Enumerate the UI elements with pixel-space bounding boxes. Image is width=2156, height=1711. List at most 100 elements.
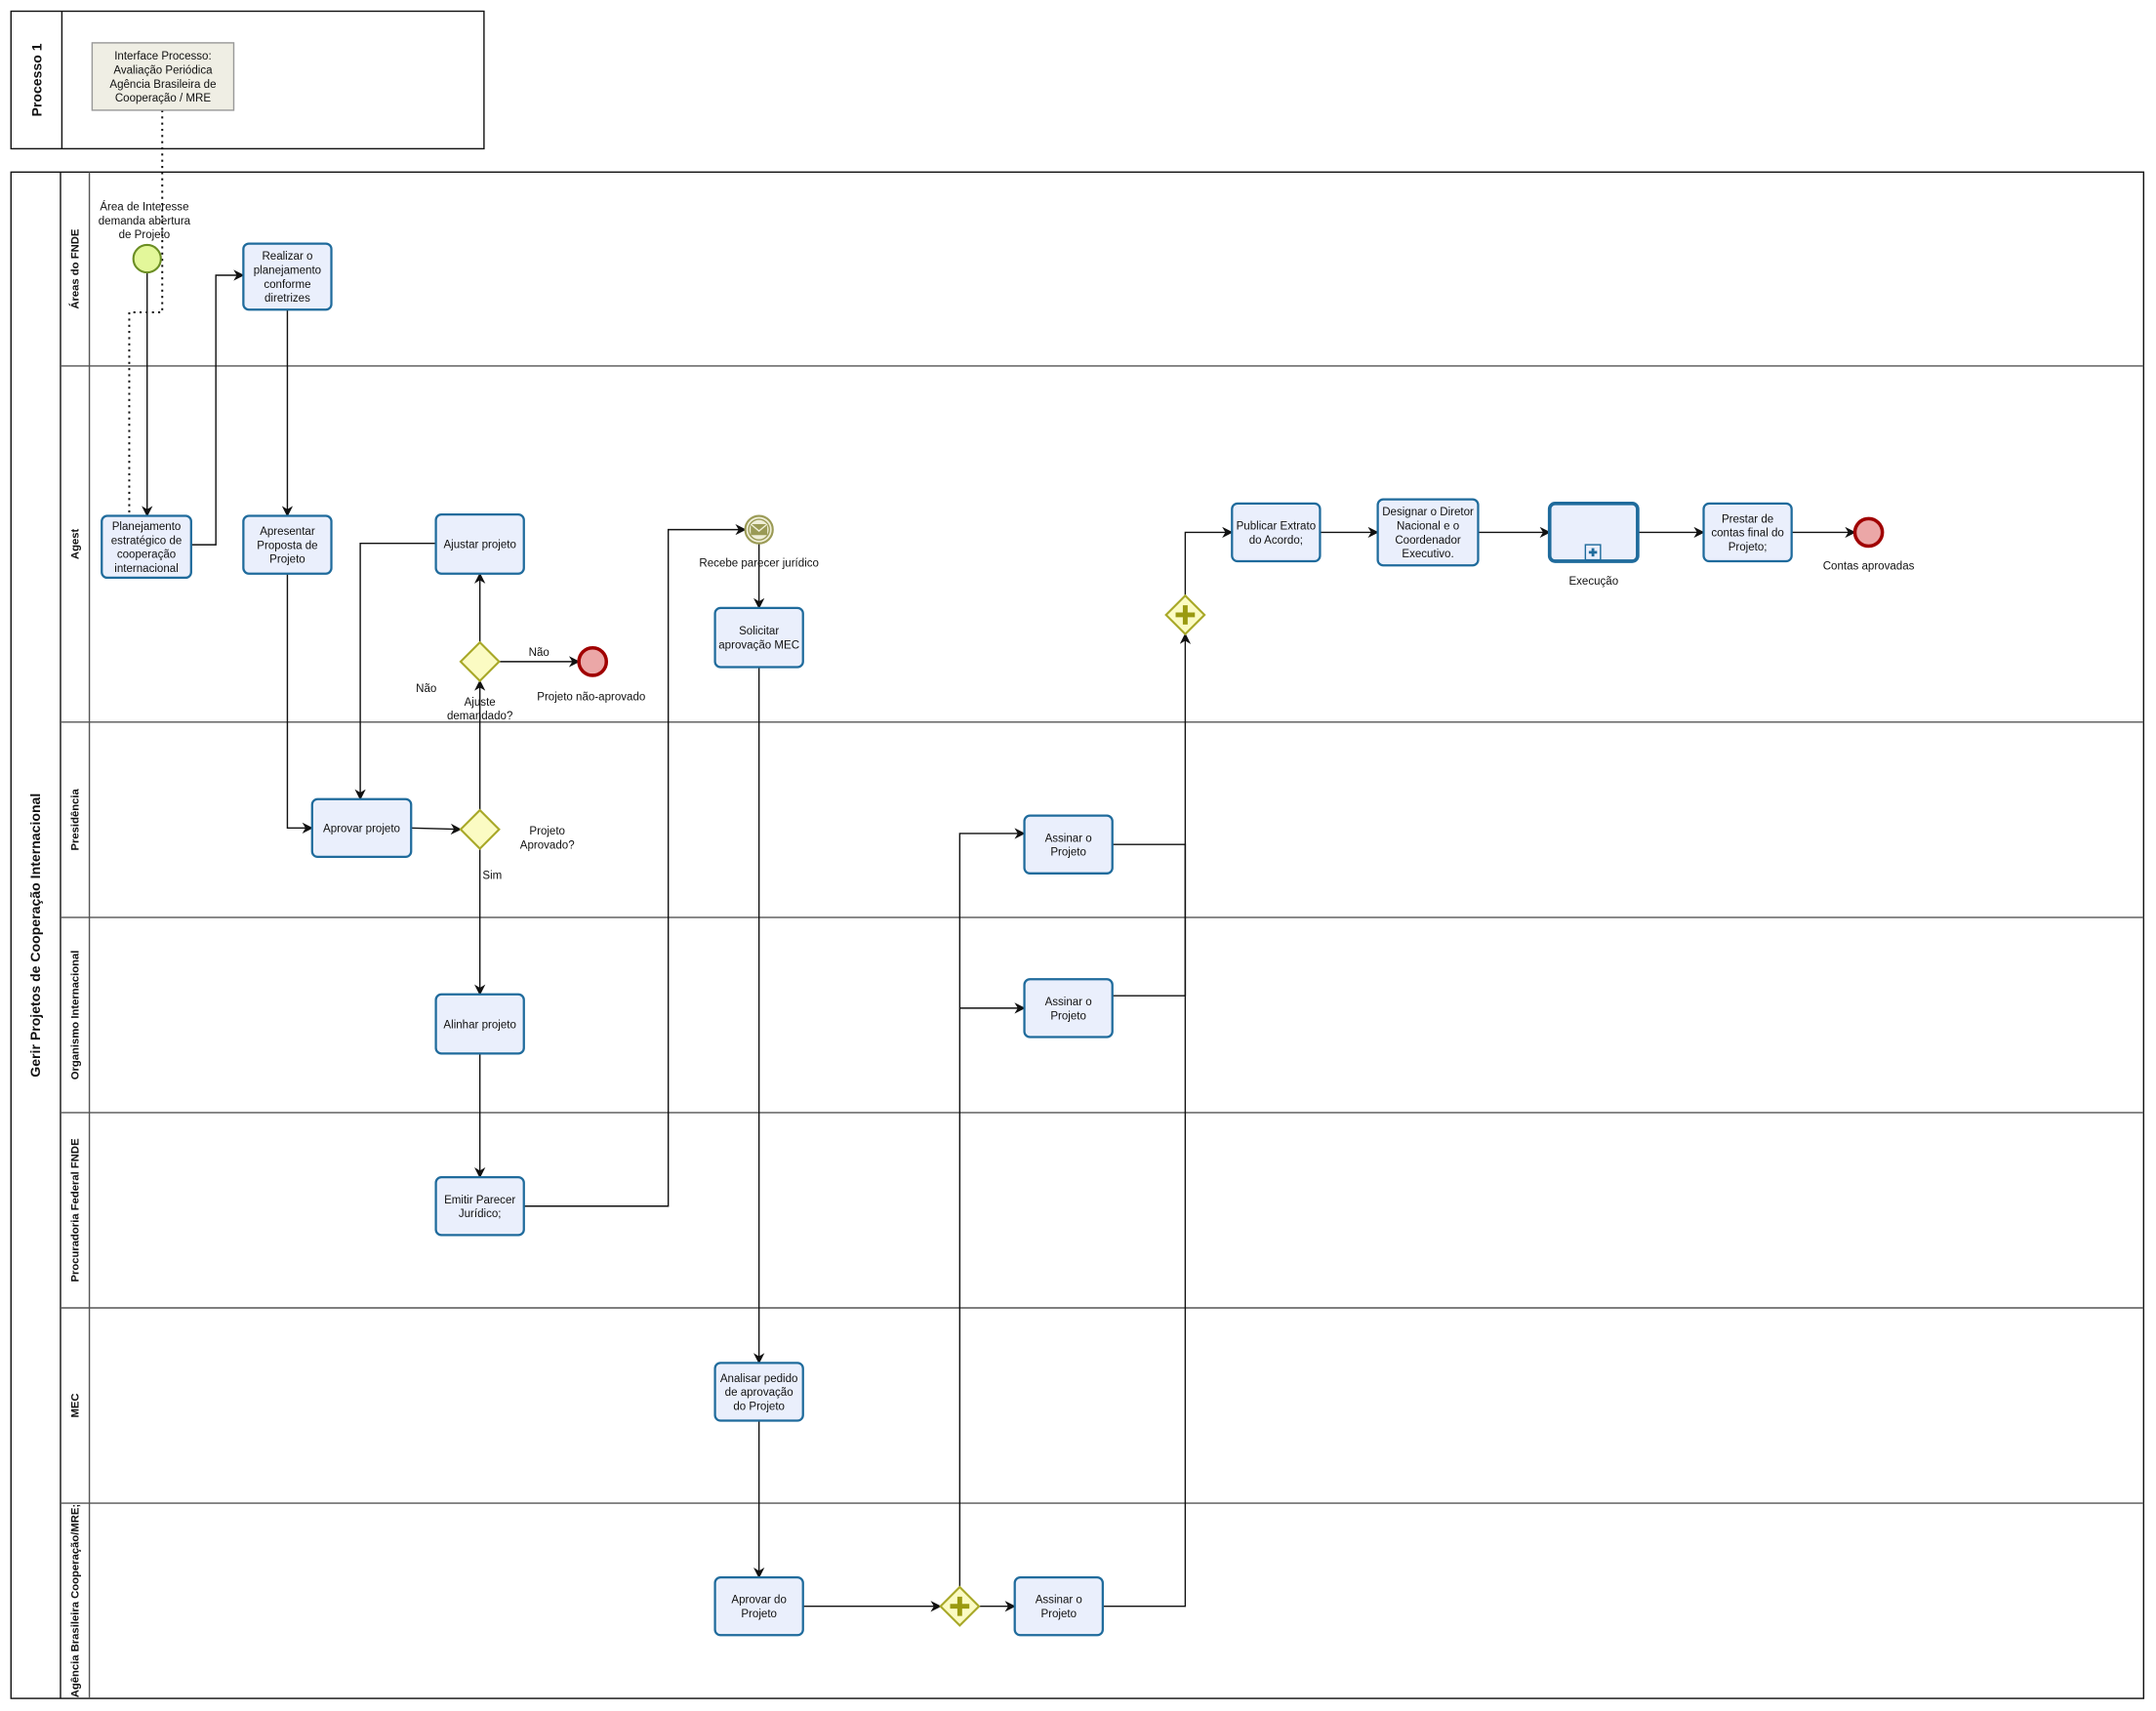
task-prestar[interactable] <box>1702 502 1793 563</box>
task-designar[interactable] <box>1376 498 1480 567</box>
main-pool-label: Gerir Projetos de Cooperação Internacion… <box>27 794 43 1078</box>
label-end-ok: Contas aprovadas <box>1823 560 1915 572</box>
task-execucao[interactable] <box>1547 502 1640 563</box>
sequence-flow <box>1184 526 1234 596</box>
lane-label: Agência Brasileira Cooperação/MRE; <box>69 1504 81 1697</box>
interface-task[interactable] <box>91 42 235 111</box>
gateway-projeto-aprovado[interactable] <box>459 808 501 850</box>
task-label: Projeto <box>1050 1010 1086 1022</box>
lane-label: Agest <box>69 529 81 560</box>
task-label: Projeto <box>1040 1609 1077 1620</box>
task-aprovar[interactable] <box>310 797 413 859</box>
task-label: Projeto; <box>1729 542 1768 553</box>
task-solicitar[interactable] <box>713 606 804 669</box>
task-label: Apresentar <box>260 526 315 538</box>
label-nao1: Não <box>529 647 549 659</box>
task-publicar[interactable] <box>1231 502 1322 563</box>
sequence-flow <box>411 823 463 835</box>
label-aprov-gw: Projeto <box>529 826 565 837</box>
task-label: do Projeto <box>733 1402 785 1413</box>
plus-icon <box>1175 605 1196 625</box>
envelope-icon <box>751 523 768 536</box>
task-label: Jurídico; <box>459 1208 502 1220</box>
plus-icon <box>950 1596 970 1616</box>
gateway-ajuste-demandado[interactable] <box>459 640 501 683</box>
sequence-flow <box>286 573 313 834</box>
task-label: Solicitar <box>739 626 779 637</box>
task-label: Aprovar do <box>731 1595 786 1607</box>
label-msg: Recebe parecer jurídico <box>699 558 819 570</box>
task-aprovar-do[interactable] <box>713 1575 804 1637</box>
task-assinar-oi[interactable] <box>1023 978 1114 1039</box>
task-label: estratégico de <box>111 535 183 547</box>
lane-label: MEC <box>69 1393 81 1417</box>
task-label: Assinar o <box>1045 997 1092 1008</box>
interface-task-label: Agência Brasileira de <box>109 79 216 91</box>
envelope-flap <box>750 523 768 532</box>
interface-task-label: Avaliação Periódica <box>113 64 213 76</box>
sequence-flow <box>523 523 747 1207</box>
task-label: Emitir Parecer <box>444 1195 515 1206</box>
sequence-flow <box>190 269 245 546</box>
task-label: Assinar o <box>1045 833 1092 844</box>
task-label: Publicar Extrato <box>1237 520 1317 532</box>
task-label: Realizar o <box>262 251 312 263</box>
message-event-inner-ring <box>748 518 770 541</box>
task-label: cooperação <box>117 550 176 561</box>
task-label: do Acordo; <box>1249 535 1303 547</box>
end-event-nao-aprovado[interactable] <box>577 646 609 677</box>
plus-icon <box>1588 548 1598 557</box>
task-label: Aprovar projeto <box>323 824 400 835</box>
task-label: de aprovação <box>725 1387 793 1399</box>
task-planejamento[interactable] <box>101 514 192 580</box>
task-label: Assinar o <box>1036 1595 1082 1607</box>
lane-label: Áreas do FNDE <box>68 228 81 308</box>
task-assinar-abc[interactable] <box>1013 1575 1104 1637</box>
task-emitir[interactable] <box>434 1176 525 1237</box>
label-start: demanda abertura <box>99 216 191 227</box>
label-end-nao: Projeto não-aprovado <box>537 691 645 703</box>
label-start: Área de Interesse <box>100 200 188 213</box>
task-apresentar[interactable] <box>242 514 333 575</box>
task-label: diretrizes <box>264 293 310 305</box>
task-analisar[interactable] <box>713 1362 804 1422</box>
interface-task-label: Cooperação / MRE <box>115 93 211 104</box>
end-event-contas-aprovadas[interactable] <box>1852 516 1885 549</box>
task-assinar-pres[interactable] <box>1023 814 1114 875</box>
label-execucao: Execução <box>1568 576 1618 588</box>
label-aprov-gw: Aprovado? <box>520 840 575 852</box>
label-start: de Projeto <box>119 229 171 241</box>
task-label: Projeto <box>1050 847 1086 859</box>
task-alinhar[interactable] <box>434 993 525 1055</box>
lane-label: Presidência <box>69 789 81 851</box>
interface-pool-label: Processo 1 <box>28 43 44 116</box>
label-ajuste-gw: demandado? <box>447 711 512 722</box>
sequence-flow <box>354 542 436 800</box>
task-realizar[interactable] <box>242 242 333 311</box>
task-label: Analisar pedido <box>720 1373 798 1385</box>
sequence-flow <box>958 828 1026 1587</box>
task-label: Projeto <box>741 1609 777 1620</box>
interface-pool <box>10 10 485 150</box>
task-label: internacional <box>114 563 178 575</box>
sequence-flow <box>1102 632 1192 1608</box>
lane-label: Procuradoria Federal FNDE <box>69 1138 81 1283</box>
task-label: Nacional e o <box>1397 520 1459 532</box>
label-ajuste-gw: Ajuste <box>465 697 496 709</box>
task-label: aprovação MEC <box>718 640 799 652</box>
task-label: contas final do <box>1711 528 1783 540</box>
task-label: conforme <box>264 279 310 291</box>
start-event[interactable] <box>132 243 162 274</box>
task-label: planejamento <box>254 265 321 276</box>
task-label: Coordenador <box>1395 535 1461 547</box>
task-label: Executivo. <box>1402 549 1453 560</box>
task-label: Ajustar projeto <box>443 540 515 551</box>
main-pool <box>10 171 2145 1699</box>
lane-label: Organismo Internacional <box>69 951 81 1080</box>
task-ajustar[interactable] <box>434 512 525 575</box>
task-label: Prestar de <box>1722 513 1773 525</box>
task-label: Proposta de <box>257 540 317 551</box>
task-label: Alinhar projeto <box>443 1019 515 1031</box>
label-sim: Sim <box>482 870 502 881</box>
